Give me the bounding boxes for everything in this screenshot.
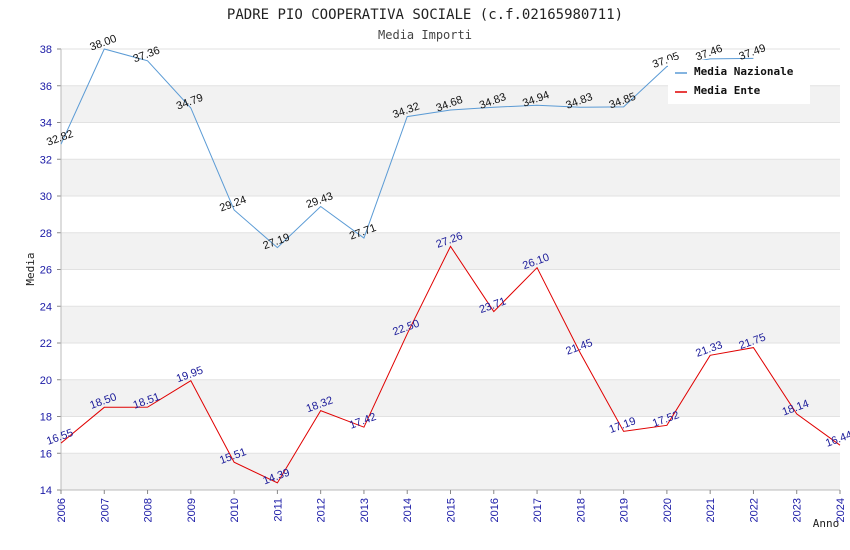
legend-box — [668, 60, 810, 104]
x-tick-label: 2016 — [489, 498, 501, 522]
y-tick-label: 24 — [40, 301, 52, 313]
data-label: 17.19 — [608, 415, 638, 436]
x-tick-label: 2009 — [186, 498, 198, 522]
x-tick-label: 2006 — [56, 498, 68, 522]
y-tick-label: 32 — [40, 154, 52, 166]
x-tick-label: 2007 — [99, 498, 111, 522]
y-tick-label: 30 — [40, 191, 52, 203]
y-tick-label: 22 — [40, 338, 52, 350]
grid-band — [61, 379, 840, 417]
x-tick-label: 2008 — [143, 498, 155, 522]
data-label: 32.82 — [45, 128, 75, 149]
legend: Media Nazionale Media Ente — [668, 60, 810, 104]
axes — [57, 48, 841, 494]
data-label: 16.55 — [45, 427, 75, 448]
x-tick-labels: 2006 2007 2008 2009 2010 2011 2012 2013 2014 2015… — [56, 498, 847, 522]
x-tick-label: 2020 — [662, 498, 674, 522]
y-tick-label: 34 — [40, 118, 52, 130]
y-tick-labels: 14 16 18 20 22 24 26 28 30 32 34 36 38 — [40, 44, 52, 497]
y-tick-label: 38 — [40, 44, 52, 56]
series-line-media-ente — [60, 245, 841, 484]
legend-label-media-ente: Media Ente — [694, 84, 761, 97]
y-tick-label: 28 — [40, 228, 52, 240]
y-tick-label: 26 — [40, 265, 52, 277]
grid-band — [61, 306, 840, 343]
x-tick-label: 2017 — [532, 498, 544, 522]
x-tick-label: 2014 — [402, 498, 414, 522]
y-tick-label: 18 — [40, 412, 52, 424]
x-tick-label: 2012 — [316, 498, 328, 522]
x-tick-label: 2010 — [229, 498, 241, 522]
x-tick-label: 2015 — [446, 498, 458, 522]
x-tick-label: 2018 — [575, 498, 587, 522]
series-line-media-nazionale — [60, 48, 754, 249]
chart-subtitle: Media Importi — [378, 28, 472, 42]
legend-label-media-nazionale: Media Nazionale — [694, 65, 794, 78]
y-tick-label: 20 — [40, 375, 52, 387]
data-label: 37.49 — [737, 42, 767, 63]
gridlines — [61, 48, 840, 491]
x-tick-label: 2013 — [359, 498, 371, 522]
y-tick-label: 36 — [40, 81, 52, 93]
grid-bands — [61, 85, 840, 490]
data-label: 16.44 — [824, 429, 850, 450]
y-tick-label: 16 — [40, 448, 52, 460]
x-tick-label: 2021 — [705, 498, 717, 522]
x-tick-label: 2024 — [835, 498, 847, 522]
x-tick-label: 2019 — [619, 498, 631, 522]
y-tick-label: 14 — [40, 485, 52, 497]
y-axis-label: Media — [24, 252, 37, 285]
grid-band — [61, 232, 840, 270]
x-tick-label: 2022 — [748, 498, 760, 522]
x-axis-label: Anno — [813, 517, 840, 530]
series-lines — [60, 48, 841, 484]
grid-band — [61, 453, 840, 490]
x-tick-label: 2023 — [792, 498, 804, 522]
chart-title: PADRE PIO COOPERATIVA SOCIALE (c.f.02165… — [227, 7, 623, 23]
grid-band — [61, 159, 840, 196]
data-label: 37.36 — [132, 45, 162, 66]
x-tick-label: 2011 — [272, 498, 284, 522]
data-label: 29.24 — [218, 194, 248, 215]
